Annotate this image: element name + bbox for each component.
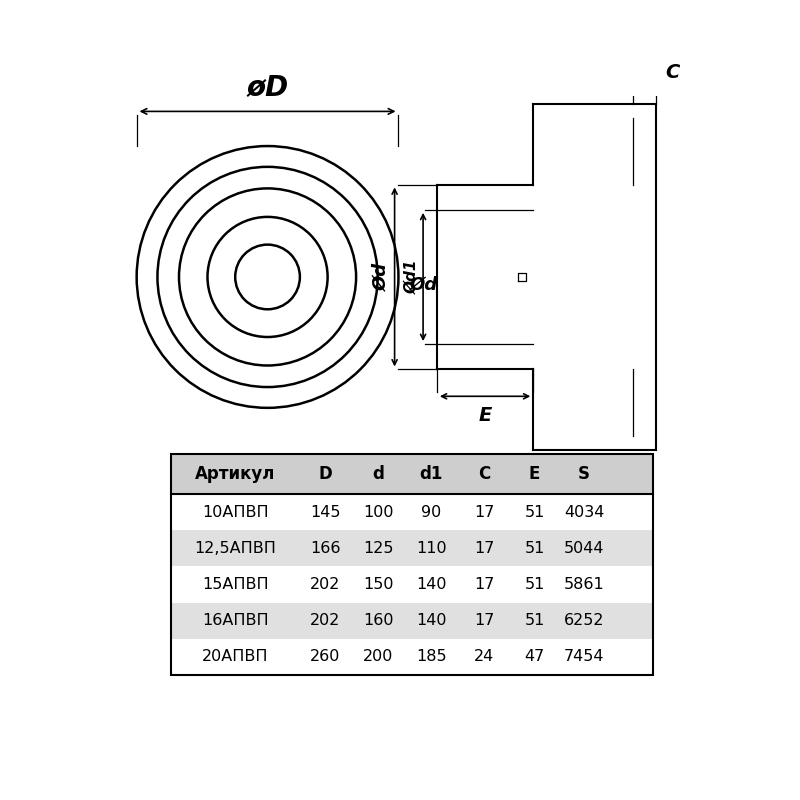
Text: 90: 90 bbox=[421, 505, 442, 520]
Text: C: C bbox=[478, 465, 490, 483]
Text: 17: 17 bbox=[474, 505, 494, 520]
Text: 140: 140 bbox=[416, 577, 446, 592]
Text: 16АПВП: 16АПВП bbox=[202, 614, 268, 628]
Bar bbox=[171, 602, 653, 639]
Text: 202: 202 bbox=[310, 614, 341, 628]
Text: 7454: 7454 bbox=[564, 650, 604, 665]
Text: øD: øD bbox=[246, 74, 289, 102]
Text: S: S bbox=[578, 465, 590, 483]
Text: 5861: 5861 bbox=[563, 577, 604, 592]
Text: 12,5АПВП: 12,5АПВП bbox=[194, 541, 276, 556]
Bar bbox=[171, 566, 653, 602]
Text: 15АПВП: 15АПВП bbox=[202, 577, 268, 592]
Text: 6252: 6252 bbox=[564, 614, 604, 628]
Bar bbox=[171, 530, 653, 566]
Text: D: D bbox=[318, 465, 332, 483]
Text: 20АПВП: 20АПВП bbox=[202, 650, 268, 665]
Text: 4034: 4034 bbox=[564, 505, 604, 520]
Text: 51: 51 bbox=[525, 577, 545, 592]
Bar bbox=[171, 494, 653, 530]
Text: E: E bbox=[478, 406, 492, 425]
Text: C: C bbox=[666, 63, 680, 82]
Text: 51: 51 bbox=[525, 614, 545, 628]
Circle shape bbox=[235, 245, 300, 310]
Text: 200: 200 bbox=[363, 650, 394, 665]
Text: 125: 125 bbox=[363, 541, 394, 556]
Text: 51: 51 bbox=[525, 541, 545, 556]
Bar bbox=[171, 454, 653, 494]
Text: 17: 17 bbox=[474, 577, 494, 592]
Text: 140: 140 bbox=[416, 614, 446, 628]
Text: 160: 160 bbox=[363, 614, 394, 628]
Text: 260: 260 bbox=[310, 650, 341, 665]
Text: d1: d1 bbox=[419, 465, 443, 483]
Text: 150: 150 bbox=[363, 577, 394, 592]
Text: 17: 17 bbox=[474, 541, 494, 556]
Text: E: E bbox=[529, 465, 540, 483]
Text: 202: 202 bbox=[310, 577, 341, 592]
Text: Ød: Ød bbox=[410, 276, 438, 294]
Text: 145: 145 bbox=[310, 505, 341, 520]
Text: d: d bbox=[372, 465, 384, 483]
Text: Ød: Ød bbox=[373, 263, 390, 291]
Text: 24: 24 bbox=[474, 650, 494, 665]
Text: 110: 110 bbox=[416, 541, 446, 556]
Bar bbox=[171, 454, 653, 675]
Text: 47: 47 bbox=[525, 650, 545, 665]
Text: 100: 100 bbox=[363, 505, 394, 520]
Text: 17: 17 bbox=[474, 614, 494, 628]
Text: 185: 185 bbox=[416, 650, 446, 665]
Text: 166: 166 bbox=[310, 541, 341, 556]
Text: 10АПВП: 10АПВП bbox=[202, 505, 268, 520]
Text: Артикул: Артикул bbox=[195, 465, 275, 483]
Bar bbox=[171, 639, 653, 675]
Text: Ød1: Ød1 bbox=[404, 260, 419, 294]
Text: 51: 51 bbox=[525, 505, 545, 520]
Text: 5044: 5044 bbox=[564, 541, 604, 556]
